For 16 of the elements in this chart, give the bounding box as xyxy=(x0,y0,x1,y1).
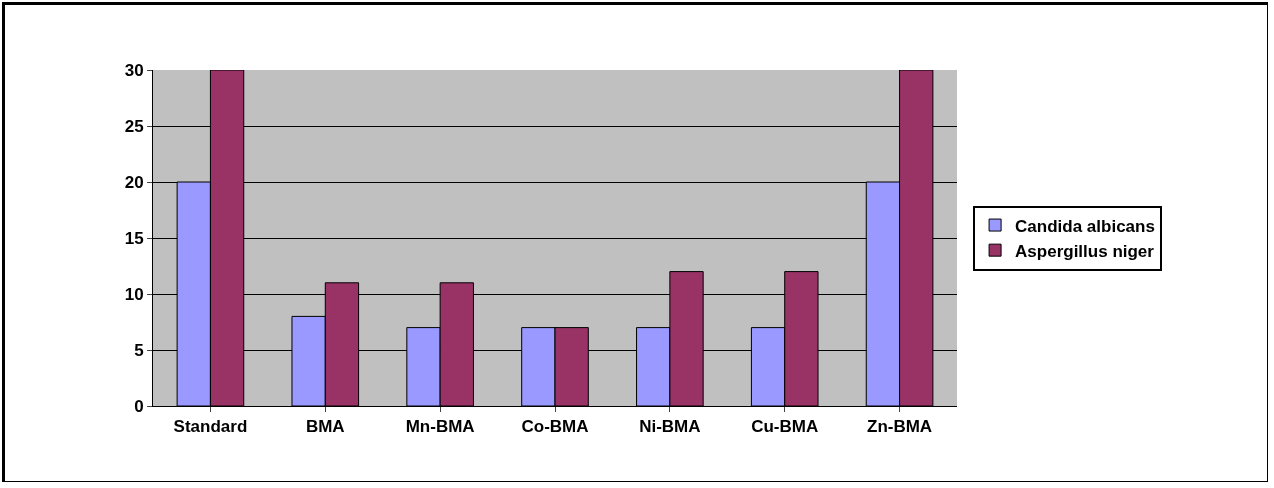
x-tick-label: Co-BMA xyxy=(521,417,589,437)
legend-label: Candida albicans xyxy=(1015,216,1155,236)
legend-label: Aspergillus niger xyxy=(1015,241,1155,261)
x-tick-label: BMA xyxy=(305,417,345,437)
y-tick-label: 25 xyxy=(124,116,144,136)
x-tick-label: Mn-BMA xyxy=(405,417,475,437)
y-tick-label: 0 xyxy=(134,396,144,416)
y-tick-label: 15 xyxy=(124,228,144,248)
y-tick-label: 30 xyxy=(124,60,144,80)
x-tick-label: Zn-BMA xyxy=(866,417,933,437)
y-tick-label: 10 xyxy=(124,284,144,304)
x-tick-label: Ni-BMA xyxy=(639,417,701,437)
y-tick-label: 20 xyxy=(124,172,144,192)
y-tick-label: 5 xyxy=(134,340,144,360)
x-tick-label: Standard xyxy=(173,417,248,437)
x-tick-label: Cu-BMA xyxy=(751,417,819,437)
